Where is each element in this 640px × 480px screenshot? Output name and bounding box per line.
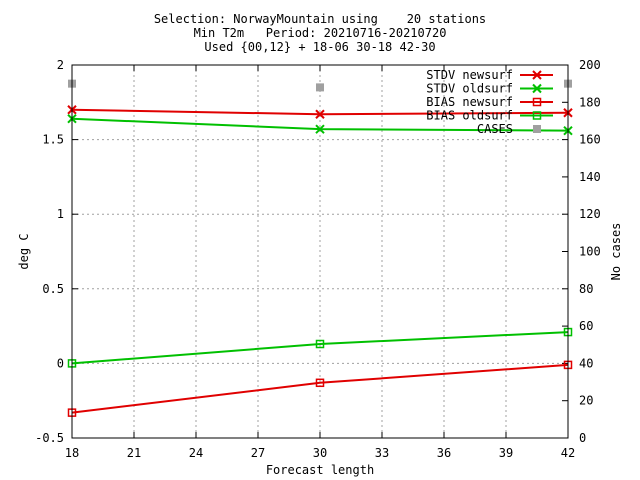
x-axis-label: Forecast length <box>266 463 374 477</box>
x-tick-label: 24 <box>189 446 203 460</box>
y-tick-label: 1 <box>57 207 64 221</box>
y2-tick-label: 200 <box>579 58 601 72</box>
x-tick-label: 33 <box>375 446 389 460</box>
x-tick-label: 36 <box>437 446 451 460</box>
legend-label-cases: CASES <box>477 122 513 136</box>
y2-tick-label: 40 <box>579 356 593 370</box>
legend-marker-stdv-oldsurf <box>532 83 542 94</box>
y-tick-label: 2 <box>57 58 64 72</box>
legend-marker-bias-oldsurf <box>532 111 542 120</box>
y-tick-label: -0.5 <box>35 431 64 445</box>
y2-tick-label: 180 <box>579 95 601 109</box>
y2-tick-label: 80 <box>579 282 593 296</box>
y-tick-label: 0.5 <box>42 282 64 296</box>
y2-tick-label: 160 <box>579 133 601 147</box>
y2-tick-label: 140 <box>579 170 601 184</box>
y-tick-label: 0 <box>57 356 64 370</box>
bias-newsurf-line <box>71 363 569 414</box>
x-tick-label: 39 <box>499 446 513 460</box>
y2-axis-label: No cases <box>609 223 623 281</box>
chart-title-line-2: Min T2m Period: 20210716-20210720 <box>193 26 447 40</box>
x-tick-label: 18 <box>65 446 79 460</box>
stdv-oldsurf-point <box>315 124 325 134</box>
chart-title-line-1: Selection: NorwayMountain using 20 stati… <box>153 12 487 26</box>
y-axis-label: deg C <box>17 233 31 269</box>
stdv-newsurf-point <box>315 109 325 119</box>
y2-tick-label: 100 <box>579 245 601 259</box>
y2-tick-label: 0 <box>579 431 586 445</box>
x-tick-label: 30 <box>313 446 327 460</box>
x-tick-label: 21 <box>127 446 141 460</box>
bias-oldsurf-line <box>71 331 569 365</box>
y2-tick-label: 120 <box>579 207 601 221</box>
y2-tick-label: 20 <box>579 394 593 408</box>
bias-oldsurf-point <box>315 339 325 349</box>
legend-label-stdv-newsurf: STDV newsurf <box>426 68 513 82</box>
y2-tick-label: 60 <box>579 319 593 333</box>
legend-label-bias-newsurf: BIAS newsurf <box>426 95 513 109</box>
legend-marker-bias-newsurf <box>532 97 542 107</box>
cases-point <box>316 83 324 92</box>
plot-frame <box>71 64 569 439</box>
legend-marker-cases <box>533 125 541 133</box>
chart-title-line-3: Used {00,12} + 18-06 30-18 42-30 <box>204 40 436 54</box>
x-tick-label: 27 <box>251 446 265 460</box>
bias-newsurf-point <box>315 378 325 388</box>
tick-labels: 18 21 24 27 30 33 36 39 42-0.500.511.52020406080… <box>35 58 601 460</box>
legend-marker-stdv-newsurf <box>532 70 542 80</box>
x-tick-label: 42 <box>561 446 575 460</box>
gridlines <box>72 65 568 438</box>
y-tick-label: 1.5 <box>42 133 64 147</box>
legend-label-stdv-oldsurf: STDV oldsurf <box>426 82 513 96</box>
legend-label-bias-oldsurf: BIAS oldsurf <box>426 109 513 123</box>
